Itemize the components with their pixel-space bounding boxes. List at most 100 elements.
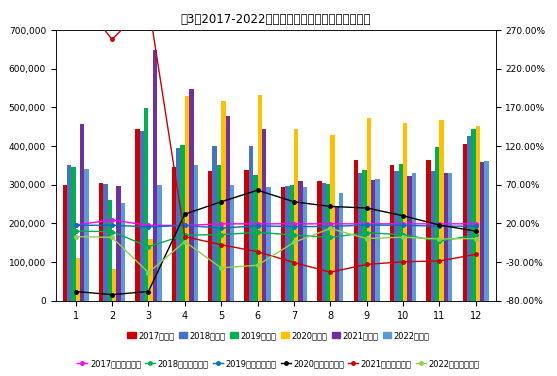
Bar xyxy=(144,108,148,301)
2021年同比增长率 xyxy=(182,234,188,239)
Bar xyxy=(116,185,121,301)
Line: 2021年同比增长率: 2021年同比增长率 xyxy=(74,0,477,274)
2021年同比增长率 xyxy=(327,270,334,274)
2017年同比增长率 xyxy=(472,221,479,226)
2021年同比增长率 xyxy=(436,259,443,263)
Bar xyxy=(480,162,485,301)
Bar xyxy=(321,183,326,301)
2022年同比增长率 xyxy=(436,237,443,241)
2020年同比增长率 xyxy=(109,293,115,297)
Bar xyxy=(104,184,108,301)
2018年同比增长率 xyxy=(254,230,261,235)
2018年同比增长率 xyxy=(109,229,115,234)
2017年同比增长率 xyxy=(218,221,224,226)
Bar xyxy=(67,165,71,301)
Bar xyxy=(76,258,80,301)
Bar xyxy=(230,185,234,301)
Bar xyxy=(476,126,480,301)
2018年同比增长率 xyxy=(400,232,407,237)
Bar xyxy=(403,123,407,301)
Bar xyxy=(290,185,294,301)
Bar xyxy=(249,146,253,301)
Bar xyxy=(208,171,212,301)
2020年同比增长率 xyxy=(291,200,297,204)
2019年同比增长率 xyxy=(436,224,443,228)
Bar xyxy=(153,50,157,301)
Bar xyxy=(471,129,476,301)
2017年同比增长率 xyxy=(436,221,443,226)
Bar xyxy=(317,181,321,301)
2019年同比增长率 xyxy=(327,224,334,229)
Bar xyxy=(399,164,403,301)
2018年同比增长率 xyxy=(291,233,297,237)
Bar xyxy=(71,167,76,301)
2017年同比增长率 xyxy=(291,221,297,226)
2021年同比增长率 xyxy=(472,252,479,257)
2020年同比增长率 xyxy=(436,223,443,227)
Bar xyxy=(463,144,467,301)
2019年同比增长率 xyxy=(218,226,224,230)
Bar xyxy=(367,118,371,301)
Bar xyxy=(330,135,335,301)
2022年同比增长率 xyxy=(400,235,407,240)
Bar xyxy=(412,173,416,301)
Bar xyxy=(176,148,180,301)
2020年同比增长率 xyxy=(182,212,188,217)
Bar xyxy=(172,167,176,301)
Line: 2022年同比增长率: 2022年同比增长率 xyxy=(74,227,477,274)
Legend: 2017年同比增长率, 2018年同比增长率, 2019年同比增长率, 2020年同比增长率, 2021年同比增长率, 2022年同比增长率: 2017年同比增长率, 2018年同比增长率, 2019年同比增长率, 2020… xyxy=(77,359,480,368)
Line: 2019年同比增长率: 2019年同比增长率 xyxy=(74,223,477,230)
2022年同比增长率 xyxy=(327,226,334,231)
Bar xyxy=(426,160,431,301)
Bar xyxy=(298,181,302,301)
2017年同比增长率 xyxy=(72,223,79,227)
Bar xyxy=(148,239,153,301)
2022年同比增长率 xyxy=(182,240,188,244)
2019年同比增长率 xyxy=(291,224,297,229)
2020年同比增长率 xyxy=(363,206,370,210)
Bar xyxy=(226,116,230,301)
Bar xyxy=(257,95,262,301)
Bar xyxy=(326,184,330,301)
Bar xyxy=(157,185,162,301)
2020年同比增长率 xyxy=(327,204,334,209)
Bar xyxy=(180,146,185,301)
Title: 图3：2017-2022年月度商用车销量及同比变化情况: 图3：2017-2022年月度商用车销量及同比变化情况 xyxy=(180,13,371,26)
2020年同比增长率 xyxy=(472,229,479,233)
Bar xyxy=(140,130,144,301)
Bar xyxy=(253,175,257,301)
Bar xyxy=(212,146,217,301)
2021年同比增长率 xyxy=(218,243,224,247)
Bar xyxy=(339,193,343,301)
2018年同比增长率 xyxy=(472,233,479,237)
2020年同比增长率 xyxy=(145,289,152,294)
2021年同比增长率 xyxy=(109,37,115,42)
2019年同比增长率 xyxy=(400,223,407,227)
Bar xyxy=(439,120,444,301)
Bar xyxy=(121,203,125,301)
2017年同比增长率 xyxy=(400,221,407,226)
Bar xyxy=(375,179,380,301)
Line: 2017年同比增长率: 2017年同比增长率 xyxy=(74,218,477,227)
2020年同比增长率 xyxy=(218,200,224,204)
2017年同比增长率 xyxy=(254,221,261,226)
2017年同比增长率 xyxy=(145,223,152,227)
2018年同比增长率 xyxy=(218,232,224,237)
Bar xyxy=(193,165,198,301)
Bar xyxy=(354,160,358,301)
Bar xyxy=(335,206,339,301)
2020年同比增长率 xyxy=(254,188,261,193)
2019年同比增长率 xyxy=(109,223,115,227)
Bar xyxy=(371,180,375,301)
Bar xyxy=(281,187,285,301)
Bar xyxy=(62,185,67,301)
Legend: 2017年销量, 2018年销量, 2019年销量, 2020年销量, 2021年销量, 2022年销量: 2017年销量, 2018年销量, 2019年销量, 2020年销量, 2021… xyxy=(128,331,429,340)
Bar xyxy=(262,129,266,301)
2019年同比增长率 xyxy=(72,223,79,227)
Bar xyxy=(294,129,298,301)
Line: 2020年同比增长率: 2020年同比增长率 xyxy=(74,188,477,296)
2021年同比增长率 xyxy=(254,249,261,254)
2022年同比增长率 xyxy=(254,263,261,267)
Bar xyxy=(407,176,412,301)
2018年同比增长率 xyxy=(436,239,443,244)
